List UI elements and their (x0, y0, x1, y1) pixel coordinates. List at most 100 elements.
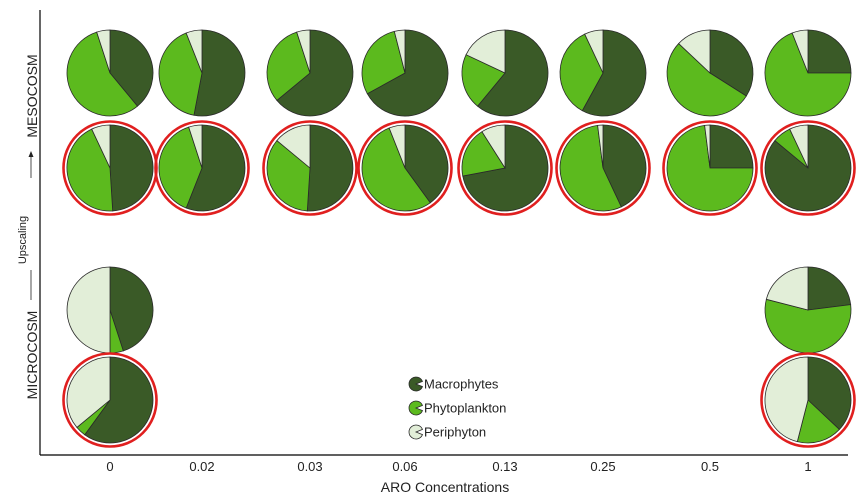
pie-mesocosm-row2-0-5 (662, 120, 758, 216)
pie-slice-macrophytes (807, 29, 852, 74)
pie-slice-phytoplankton (666, 42, 747, 117)
pie-slice-periphyton (91, 124, 111, 169)
pie-mesocosm-row1-0-5 (666, 29, 754, 117)
legend-swatch-phytoplankton (408, 400, 424, 416)
pie-mesocosm-row1-0 (66, 29, 154, 117)
pie-microcosm-row4-1 (760, 352, 856, 448)
pie-slice-periphyton (188, 124, 203, 169)
pie-slice-periphyton (789, 124, 809, 169)
x-axis-label: ARO Concentrations (381, 479, 509, 495)
pie-slice-phytoplankton (764, 32, 852, 117)
pie-slice-periphyton (481, 124, 506, 170)
x-tick-label-0-03: 0.03 (297, 459, 322, 474)
legend-label-phytoplankton: Phytoplankton (424, 401, 506, 416)
pie-slice-macrophytes (109, 124, 154, 212)
pie-slice-periphyton (96, 29, 111, 74)
pie-slice-phytoplankton (266, 140, 311, 212)
pie-slice-macrophytes (366, 29, 449, 117)
pie-slice-phytoplankton (158, 126, 203, 209)
pie-slice-macrophytes (807, 266, 852, 311)
pie-mesocosm-row1-1 (764, 29, 852, 117)
legend-label-periphyton: Periphyton (424, 425, 486, 440)
pie-slice-periphyton (584, 29, 604, 74)
x-tick-labels: 0 0.02 0.03 0.06 0.13 0.25 0.5 1 (106, 459, 811, 474)
highlight-ring (555, 120, 651, 216)
legend-swatch-macrophytes (408, 376, 424, 392)
pie-slice-periphyton (393, 29, 406, 74)
x-tick-label-0-02: 0.02 (189, 459, 214, 474)
y-axis-label-microcosm: MICROCOSM (24, 311, 40, 400)
highlight-ring (662, 120, 758, 216)
pie-slice-periphyton (296, 29, 311, 74)
pie-slice-phytoplankton (796, 399, 840, 444)
pie-slice-phytoplankton (266, 31, 311, 101)
pie-mesocosm-row2-0-06 (357, 120, 453, 216)
pie-slice-macrophytes (602, 124, 647, 208)
pie-slice-periphyton (465, 29, 506, 74)
pie-slice-periphyton (185, 29, 203, 74)
pie-slice-macrophytes (276, 29, 354, 117)
highlight-ring (457, 120, 553, 216)
pie-slice-macrophytes (109, 266, 154, 352)
pie-slice-phytoplankton (158, 32, 203, 116)
pie-mesocosm-row1-0-13 (461, 29, 549, 117)
x-tick-label-0: 0 (106, 459, 113, 474)
pie-slice-macrophytes (807, 356, 852, 431)
pie-slice-macrophytes (581, 29, 647, 117)
pie-slice-periphyton (66, 266, 111, 354)
highlight-ring (62, 352, 158, 448)
x-tick-label-1: 1 (804, 459, 811, 474)
legend-label-macrophytes: Macrophytes (424, 377, 499, 392)
pie-slice-macrophytes (306, 124, 354, 212)
pie-slice-phytoplankton (66, 31, 138, 117)
pie-mesocosm-row2-0-03 (262, 120, 358, 216)
pie-mesocosm-row2-0-02 (154, 120, 250, 216)
pie-microcosm-row4-0 (62, 352, 158, 448)
pie-mesocosm-row2-0 (62, 120, 158, 216)
pie-slice-macrophytes (185, 124, 246, 212)
pie-slice-periphyton (791, 29, 809, 74)
x-tick-label-0-5: 0.5 (701, 459, 719, 474)
pie-mesocosm-row2-0-13 (457, 120, 553, 216)
pie-slice-macrophytes (709, 124, 754, 169)
pie-mesocosm-row1-0-02 (158, 29, 246, 117)
pie-slice-phytoplankton (559, 33, 604, 112)
legend-item-periphyton: Periphyton (408, 425, 486, 440)
x-tick-label-0-25: 0.25 (590, 459, 615, 474)
y-axis-arrowhead (28, 151, 34, 157)
pie-slice-phytoplankton (559, 124, 622, 212)
x-tick-label-0-13: 0.13 (492, 459, 517, 474)
highlight-ring (760, 352, 856, 448)
highlight-ring (357, 120, 453, 216)
pie-mesocosm-row1-0-06 (361, 29, 449, 117)
pie-slice-phytoplankton (461, 54, 506, 107)
pie-slice-macrophytes (84, 356, 154, 444)
highlight-ring (262, 120, 358, 216)
pie-microcosm-row3-1 (764, 266, 852, 354)
pie-slice-periphyton (678, 29, 711, 74)
pie-slice-phytoplankton (361, 30, 406, 95)
pie-slice-macrophytes (109, 29, 154, 107)
pie-slice-phytoplankton (361, 127, 431, 212)
legend-item-phytoplankton: Phytoplankton (408, 400, 506, 416)
pie-slice-macrophytes (477, 29, 549, 117)
pie-slice-phytoplankton (666, 124, 754, 212)
highlight-ring (154, 120, 250, 216)
pie-slice-macrophytes (193, 29, 246, 117)
pie-slice-periphyton (388, 124, 406, 169)
pie-mesocosm-row1-0-25 (559, 29, 647, 117)
pie-slice-periphyton (765, 266, 809, 311)
pie-mesocosm-row1-0-03 (266, 29, 354, 117)
pie-slice-periphyton (276, 124, 311, 169)
y-axis-label-mesocosm: MESOCOSM (24, 54, 40, 137)
pie-slice-periphyton (597, 124, 604, 169)
x-tick-label-0-06: 0.06 (392, 459, 417, 474)
y-axis-label-upscaling: Upscaling (17, 216, 29, 264)
legend: Macrophytes Phytoplankton Periphyton (408, 376, 506, 440)
legend-item-macrophytes: Macrophytes (408, 376, 499, 392)
pie-slice-periphyton (66, 356, 111, 428)
pie-slice-periphyton (704, 124, 711, 169)
pie-mesocosm-row2-1 (760, 120, 856, 216)
pie-slice-phytoplankton (461, 131, 506, 177)
